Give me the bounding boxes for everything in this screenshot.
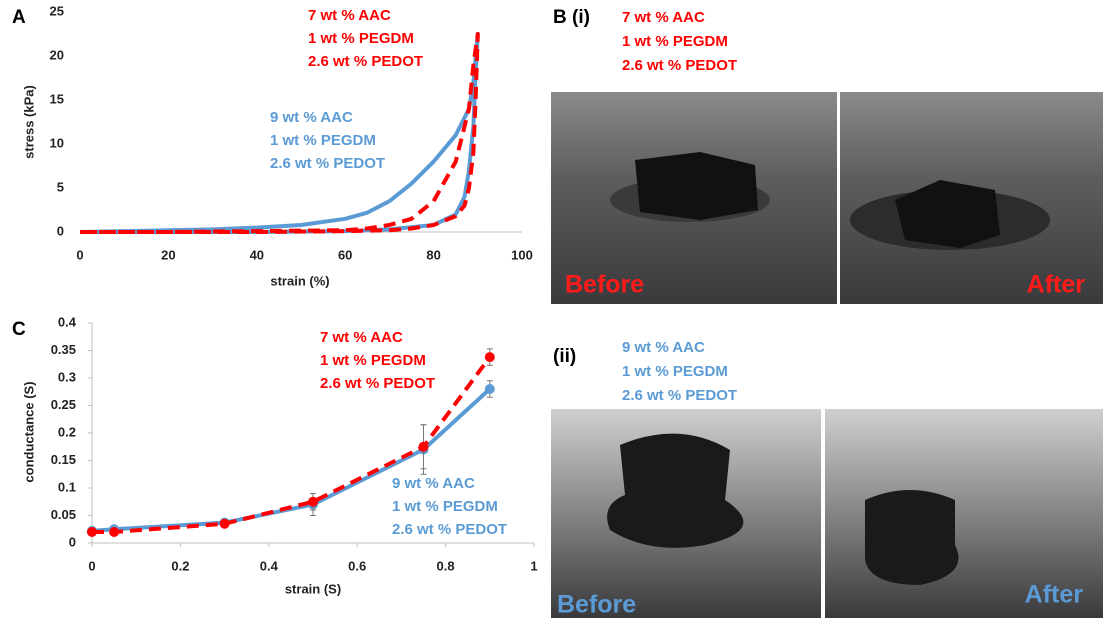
page: {"chart_data":[ {"type":"line","panel_la… — [0, 0, 1103, 618]
x-tick-label: 0.2 — [171, 558, 189, 573]
x-axis-title: strain (S) — [285, 581, 341, 596]
annotation: 1 wt % PEGDM — [270, 132, 376, 149]
formulation-label: 9 wt % AAC — [622, 339, 705, 356]
annotation: 7 wt % AAC — [308, 7, 391, 24]
annotation: 7 wt % AAC — [320, 329, 403, 346]
formulation-label: 2.6 wt % PEDOT — [622, 387, 737, 404]
y-tick-label: 0.35 — [51, 342, 76, 357]
x-tick-label: 0 — [88, 558, 95, 573]
marker — [485, 352, 495, 362]
annotation: 1 wt % PEGDM — [308, 30, 414, 47]
y-tick-label: 0.3 — [58, 369, 76, 384]
x-tick-label: 1 — [530, 558, 537, 573]
x-tick-label: 0.6 — [348, 558, 366, 573]
y-tick-label: 0.4 — [58, 314, 77, 329]
y-tick-label: 0.2 — [58, 424, 76, 439]
figure: A0510152025020406080100strain (%)stress … — [0, 0, 1103, 618]
photo-caption: After — [1025, 581, 1084, 609]
photo-caption: After — [1027, 271, 1086, 299]
y-tick-label: 15 — [50, 91, 64, 106]
gel-sample — [635, 152, 758, 220]
x-tick-label: 40 — [250, 247, 264, 262]
y-axis-title: conductance (S) — [21, 381, 36, 482]
x-axis-title: strain (%) — [270, 273, 329, 288]
x-tick-label: 0.4 — [260, 558, 279, 573]
annotation: 2.6 wt % PEDOT — [392, 521, 507, 538]
gel-sample — [865, 490, 958, 585]
marker — [419, 442, 429, 452]
x-tick-label: 80 — [426, 247, 440, 262]
panel-label: A — [12, 7, 26, 28]
photo-caption: Before — [557, 591, 636, 618]
y-tick-label: 20 — [50, 47, 64, 62]
y-tick-label: 5 — [57, 179, 64, 194]
annotation: 2.6 wt % PEDOT — [320, 375, 435, 392]
annotation: 9 wt % AAC — [392, 475, 475, 492]
marker — [220, 519, 230, 529]
x-tick-label: 60 — [338, 247, 352, 262]
y-tick-label: 0.05 — [51, 507, 76, 522]
annotation: 1 wt % PEGDM — [392, 498, 498, 515]
gel-sample — [607, 434, 743, 548]
annotation: 2.6 wt % PEDOT — [270, 155, 385, 172]
annotation: 2.6 wt % PEDOT — [308, 53, 423, 70]
y-tick-label: 0 — [57, 223, 64, 238]
annotation: 1 wt % PEGDM — [320, 352, 426, 369]
photo-caption: Before — [565, 271, 644, 299]
panel-label: C — [12, 319, 26, 340]
marker — [109, 527, 119, 537]
y-tick-label: 0.25 — [51, 397, 76, 412]
x-tick-label: 0.8 — [437, 558, 455, 573]
x-tick-label: 20 — [161, 247, 175, 262]
panel-label: B (i) — [553, 7, 590, 28]
panel-label: (ii) — [553, 346, 576, 367]
formulation-label: 1 wt % PEGDM — [622, 33, 728, 50]
marker — [308, 497, 318, 507]
y-tick-label: 25 — [50, 3, 64, 18]
y-axis-title: stress (kPa) — [21, 85, 36, 159]
y-tick-label: 0 — [69, 534, 76, 549]
formulation-label: 1 wt % PEGDM — [622, 363, 728, 380]
marker — [87, 527, 97, 537]
marker — [485, 384, 495, 394]
annotation: 9 wt % AAC — [270, 109, 353, 126]
y-tick-label: 10 — [50, 135, 64, 150]
x-tick-label: 100 — [511, 247, 533, 262]
x-tick-label: 0 — [76, 247, 83, 262]
y-tick-label: 0.1 — [58, 479, 76, 494]
formulation-label: 7 wt % AAC — [622, 9, 705, 26]
y-tick-label: 0.15 — [51, 452, 76, 467]
formulation-label: 2.6 wt % PEDOT — [622, 57, 737, 74]
